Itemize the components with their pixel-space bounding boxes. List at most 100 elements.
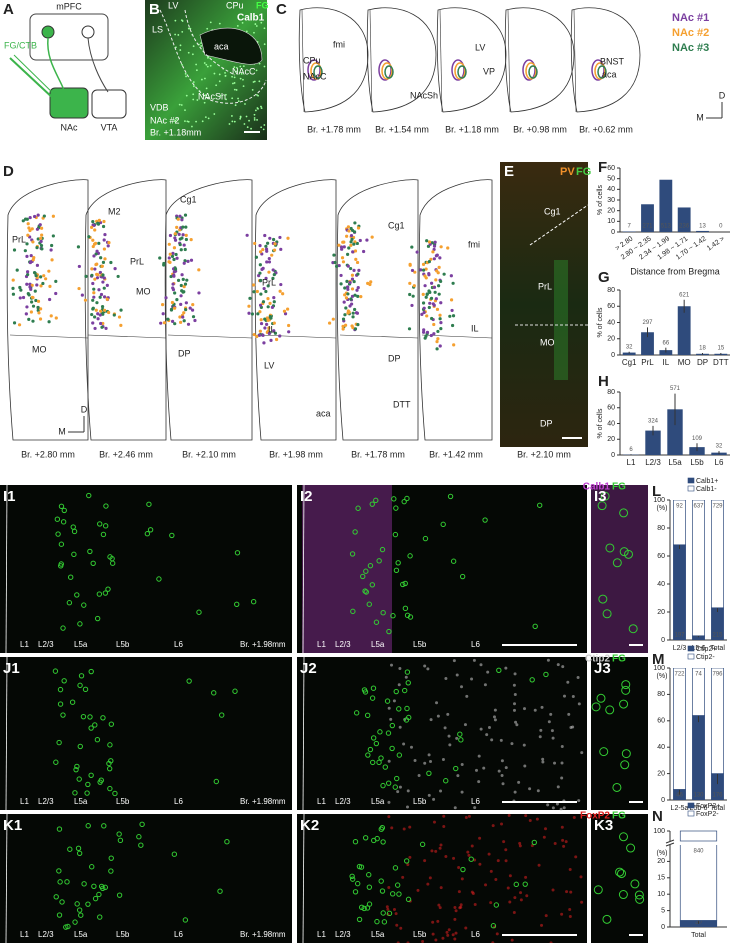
cell-dot [182,311,186,315]
bar-segment [673,500,686,546]
tracer-cell [395,560,401,566]
section-divider [87,334,167,339]
cell-dot [171,286,175,290]
cell-dot [168,233,173,238]
layer-label: L5b [413,930,427,939]
tracer-cell [196,609,202,615]
stained-cell [482,766,486,770]
cell-dot [191,315,196,319]
tracer-label: FG [256,0,269,10]
stained-cell [429,759,433,763]
stained-cell [494,877,498,881]
x-tick-label: L2-5a [671,805,689,812]
cell-dot [286,236,290,240]
tracer-cell [116,831,122,837]
cell-dot [172,246,177,250]
cell-dot [435,253,439,257]
stained-cell [456,774,460,778]
cell-dot [255,334,259,339]
cell-dot [180,273,184,277]
tracer-cell [57,701,64,707]
stained-cell [560,825,564,829]
section-label: Br. +1.78 mm [307,124,361,134]
cell [187,27,190,30]
tracer-cell [630,879,640,889]
cell-dot [91,321,95,325]
tracer-cell [80,713,87,720]
legend-entry: NAc #2 [672,27,709,39]
cell-dot [429,296,434,300]
tracer-cell [522,881,528,887]
compass-label: M [696,112,704,122]
cell-dot [261,300,266,304]
stained-cell [387,800,391,804]
cell-dot [95,272,99,276]
stained-cell [504,666,508,670]
tracer-cell [100,715,106,721]
y-tick-label: 80 [657,691,665,698]
tracer-cell [77,621,83,627]
stained-cell [564,840,568,844]
cell-dot [176,278,181,282]
tracer-cell [105,586,111,592]
tracer-cell [156,576,162,582]
section-label: Br. +1.78 mm [351,449,405,459]
tracer-cell [362,835,369,841]
cell-dot [173,322,177,326]
x-tick-label: DP [697,358,708,367]
stained-cell [398,725,402,729]
cell-dot [188,306,192,310]
cell-dot [282,309,287,313]
cell [239,65,242,68]
stained-cell [484,883,488,887]
cell-dot [267,326,271,330]
tracer-cell [85,901,91,907]
stained-cell [556,663,560,667]
tracer-cell [91,883,97,889]
compass-label: M [58,426,66,436]
cell-dot [47,269,51,273]
cell-dot [102,247,106,251]
cell [253,117,256,119]
region-label: NAcSh [410,90,438,100]
cell [177,34,180,36]
stained-cell [401,875,405,879]
cell-dot [184,233,188,237]
cell-dot [247,311,251,315]
stained-cell [390,663,394,667]
cell [225,98,227,101]
stained-cell [513,702,517,706]
tracer-cell [103,503,109,509]
y-tick-label: 0 [661,797,665,804]
cell [196,99,199,101]
tracer-cell [61,507,67,514]
tracer-cell [602,609,612,619]
cell-dot [262,341,266,345]
tracer-label: FG [612,654,626,665]
tracer-cell [396,706,402,712]
panel-letter: E [504,163,514,180]
stained-cell [436,714,440,718]
cell-dot [427,271,431,276]
cell-dot [347,229,351,233]
cell-dot [439,321,443,325]
cell-dot [423,274,427,278]
cell-dot [265,316,269,320]
cell-dot [96,222,101,226]
stained-cell [399,926,403,930]
cell-dot [48,284,52,288]
count-label: 32 [716,444,723,450]
tracer-cell [146,501,152,507]
cell [192,45,195,48]
layer-label: L6 [174,930,183,939]
stained-cell [426,882,430,886]
cell-dot [24,312,28,316]
cell-dot [107,241,111,245]
y-tick-label: 0 [611,452,615,459]
cell-dot [287,330,291,334]
stained-cell [493,708,497,712]
injection-site [591,59,605,81]
tracer-cell [367,746,374,753]
cell-dot [435,339,439,344]
cell-dot [356,286,360,290]
